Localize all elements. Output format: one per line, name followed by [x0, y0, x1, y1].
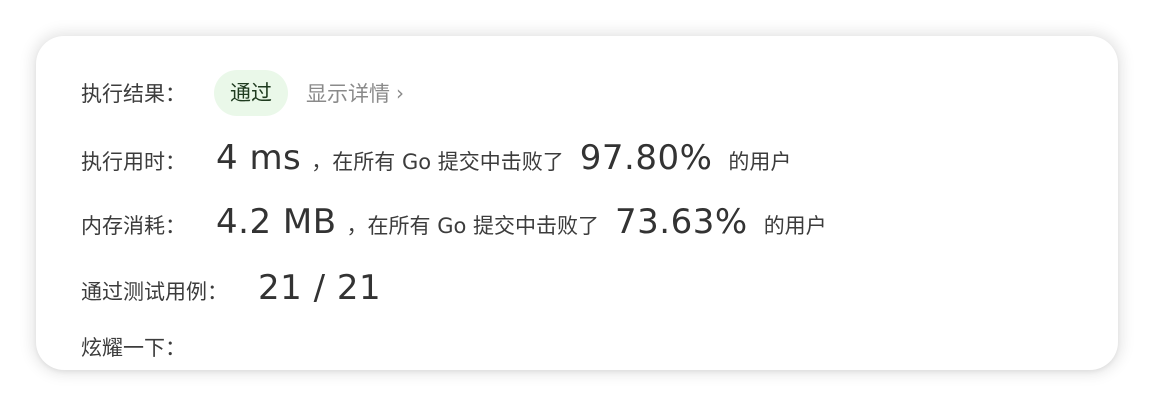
result-label: 执行结果： — [81, 82, 186, 106]
runtime-row: 执行用时： 4 ms ，在所有 Go 提交中击败了 97.80% 的用户 — [81, 138, 791, 178]
testcases-label: 通过测试用例： — [81, 280, 228, 304]
runtime-value: 4 ms — [216, 138, 302, 178]
memory-text-after: 的用户 — [763, 214, 827, 238]
runtime-label: 执行用时： — [81, 150, 186, 174]
result-row: 执行结果： 通过 显示详情 › — [81, 70, 404, 116]
memory-value: 4.2 MB — [216, 202, 337, 242]
share-label: 炫耀一下： — [81, 336, 186, 360]
status-badge: 通过 — [214, 70, 288, 116]
share-row: 炫耀一下： — [81, 332, 186, 362]
show-details-label: 显示详情 — [306, 82, 390, 106]
memory-text-before: ，在所有 Go 提交中击败了 — [346, 214, 600, 238]
chevron-right-icon: › — [396, 81, 404, 105]
runtime-text-before: ，在所有 Go 提交中击败了 — [311, 150, 564, 174]
memory-label: 内存消耗： — [81, 214, 186, 238]
runtime-percent: 97.80% — [579, 138, 713, 178]
memory-row: 内存消耗： 4.2 MB ，在所有 Go 提交中击败了 73.63% 的用户 — [81, 202, 827, 242]
testcases-row: 通过测试用例： 21 / 21 — [81, 268, 381, 308]
show-details-link[interactable]: 显示详情 › — [306, 78, 404, 108]
memory-percent: 73.63% — [615, 202, 748, 242]
submission-result-card: 执行结果： 通过 显示详情 › 执行用时： 4 ms ，在所有 Go 提交中击败了… — [36, 36, 1118, 370]
testcases-value: 21 / 21 — [258, 268, 382, 308]
runtime-text-after: 的用户 — [728, 150, 792, 174]
